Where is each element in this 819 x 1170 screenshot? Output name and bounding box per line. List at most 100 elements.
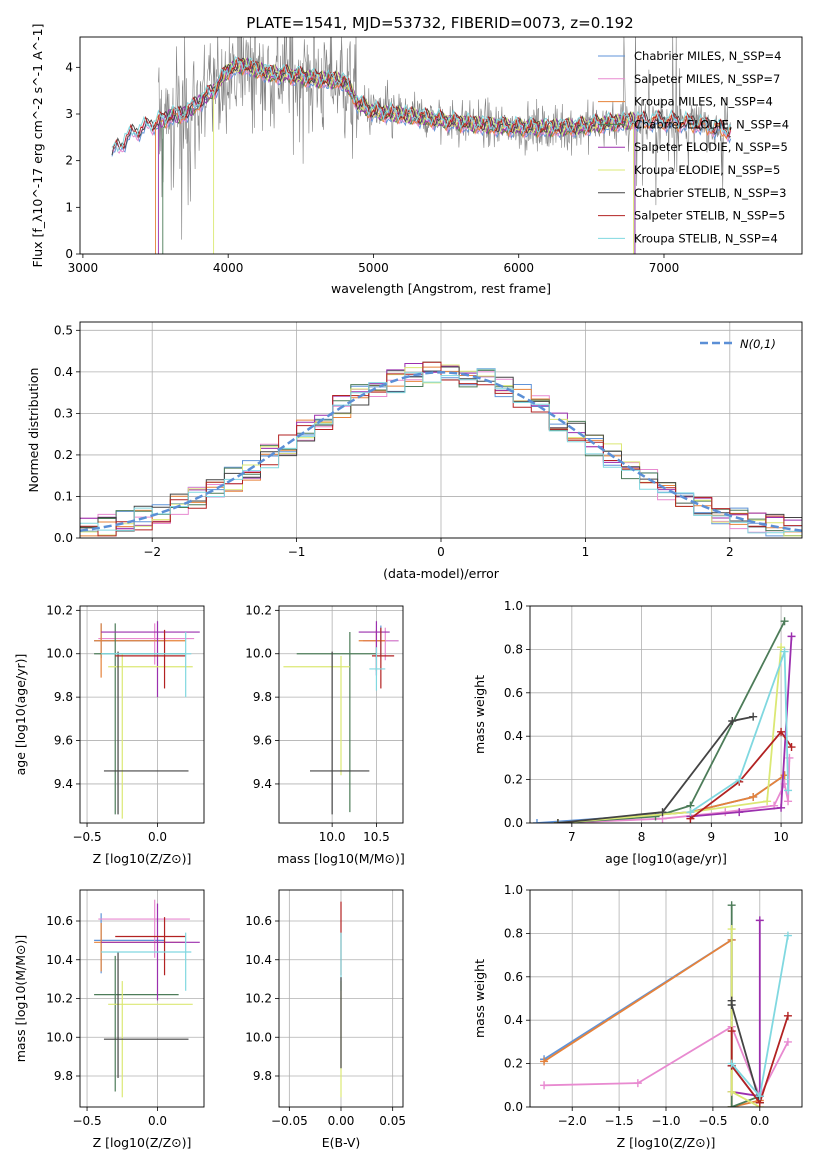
y-tick-label: 2 xyxy=(65,154,73,168)
mass-weight-marker xyxy=(780,617,789,626)
mass-weight-line xyxy=(690,636,793,818)
x-axis-label: (data-model)/error xyxy=(383,566,500,581)
y-tick-label: 0.1 xyxy=(54,489,73,503)
mass-weight-marker xyxy=(735,775,744,784)
mass-weight-marker xyxy=(727,901,736,910)
y-tick-label: 4 xyxy=(65,60,73,74)
y-tick-label: 0 xyxy=(65,247,73,261)
y-tick-label: 9.8 xyxy=(253,1069,272,1083)
model-spectrum-line xyxy=(111,56,732,153)
y-axis-label: Flux [f_λ10^-17 erg cm^-2 s^-1 A^-1] xyxy=(30,24,45,268)
spectrum-panel: 3000 4000 5000 6000 7000 0 1 2 3 4 wavelength [Ang… xyxy=(30,24,803,296)
mass-weight-marker xyxy=(755,916,764,925)
x-tick-label: 10.0 xyxy=(319,830,346,844)
y-tick-label: 10.0 xyxy=(245,647,272,661)
x-tick-label: 0.0 xyxy=(750,1114,769,1128)
mass-weight-marker xyxy=(787,632,796,641)
mass-vs-extinction-panel: −0.05 0.00 0.05 9.8 10.0 10.2 10.4 10.6 E(B-V) xyxy=(245,889,406,1150)
y-tick-label: 0.4 xyxy=(504,1013,523,1027)
x-tick-label: −0.5 xyxy=(698,1114,727,1128)
axes-frame xyxy=(79,36,803,255)
y-tick-label: 0.5 xyxy=(54,323,73,337)
figure-title: PLATE=1541, MJD=53732, FIBERID=0073, z=0… xyxy=(246,14,633,32)
mass-weight-marker xyxy=(727,925,736,934)
mass-weight-marker xyxy=(763,797,772,806)
mass-weight-line xyxy=(543,938,761,1107)
x-axis-label: age [log10(age/yr)] xyxy=(605,851,727,866)
model-spectrum-line xyxy=(155,58,732,254)
y-axis-label: mass weight xyxy=(472,959,487,1038)
x-axis-label: mass [log10(M/M⊙)] xyxy=(277,851,405,866)
y-tick-label: 1.0 xyxy=(504,599,523,613)
y-tick-label: 0.8 xyxy=(504,642,523,656)
x-tick-label: 0.0 xyxy=(148,1114,167,1128)
mass-weight-marker xyxy=(728,717,737,726)
x-tick-label: −0.5 xyxy=(72,830,101,844)
x-tick-label: −2 xyxy=(143,545,161,559)
y-tick-label: 10.0 xyxy=(245,1030,272,1044)
y-tick-label: 9.8 xyxy=(253,690,272,704)
x-tick-label: 7 xyxy=(568,830,576,844)
x-axis-label: Z [log10(Z/Z⊙)] xyxy=(93,1135,192,1150)
y-tick-label: 9.8 xyxy=(54,690,73,704)
x-tick-label: 1 xyxy=(582,545,590,559)
mass-weight-marker xyxy=(553,819,562,823)
x-tick-label: 2 xyxy=(726,545,734,559)
mass-weight-line xyxy=(543,938,761,1104)
legend-label: Salpeter MILES, N_SSP=7 xyxy=(634,72,780,86)
y-tick-label: 10.2 xyxy=(245,603,272,617)
mass-weight-marker xyxy=(727,1059,736,1068)
axes-frame xyxy=(79,321,803,539)
y-tick-label: 10.0 xyxy=(46,1030,73,1044)
x-tick-label: −1 xyxy=(288,545,306,559)
gaussian-curve xyxy=(79,371,803,532)
x-tick-label: 5000 xyxy=(358,261,389,275)
mass-weight-marker xyxy=(727,1027,736,1036)
x-tick-label: 0 xyxy=(437,545,445,559)
mass-weight-marker xyxy=(686,808,695,817)
x-tick-label: −2.0 xyxy=(558,1114,587,1128)
x-axis-label: wavelength [Angstrom, rest frame] xyxy=(331,281,551,296)
axes-frame xyxy=(278,605,404,824)
mass-weight-marker xyxy=(783,1011,792,1020)
model-spectrum-line xyxy=(213,57,634,254)
y-tick-label: 10.4 xyxy=(46,953,73,967)
legend-label: Chabrier STELIB, N_SSP=3 xyxy=(634,186,786,200)
model-spectrum-line xyxy=(162,57,636,254)
y-tick-label: 0.0 xyxy=(504,816,523,830)
legend-label: Chabrier ELODIE, N_SSP=4 xyxy=(634,117,789,131)
y-tick-label: 3 xyxy=(65,107,73,121)
y-tick-label: 10.4 xyxy=(245,953,272,967)
legend-label: Kroupa MILES, N_SSP=4 xyxy=(634,95,773,109)
axes-frame xyxy=(278,889,404,1108)
x-tick-label: 8 xyxy=(638,830,646,844)
legend-label: Salpeter STELIB, N_SSP=5 xyxy=(634,209,785,223)
y-tick-label: 0.6 xyxy=(504,970,523,984)
x-tick-label: 10 xyxy=(773,830,788,844)
mass-weight-marker xyxy=(780,647,789,656)
legend-label: Chabrier MILES, N_SSP=4 xyxy=(634,49,781,63)
mass-weight-marker xyxy=(749,792,758,801)
residuals-panel: −2 −1 0 1 2 0.0 0.1 0.2 0.3 0.4 0.5 (data-model)/er… xyxy=(26,321,803,581)
y-tick-label: 10.2 xyxy=(46,992,73,1006)
mass-weight-line xyxy=(557,715,754,823)
mass-weight-marker xyxy=(777,803,786,812)
y-tick-label: 0.8 xyxy=(504,926,523,940)
y-tick-label: 0.2 xyxy=(504,1057,523,1071)
mass-weight-marker xyxy=(540,1057,549,1066)
y-tick-label: 9.4 xyxy=(253,777,272,791)
mass-weight-marker xyxy=(727,1103,736,1107)
axes-frame xyxy=(79,889,205,1108)
mass-weight-marker xyxy=(658,808,667,817)
x-tick-label: 10.5 xyxy=(363,830,390,844)
mass-weight-marker xyxy=(532,819,541,823)
x-tick-label: 6000 xyxy=(503,261,534,275)
y-axis-label: mass [log10(M/M⊙)] xyxy=(13,935,28,1063)
y-tick-label: 1.0 xyxy=(504,883,523,897)
y-tick-label: 10.6 xyxy=(245,914,272,928)
mass-weight-marker xyxy=(777,727,786,736)
x-tick-label: 0.05 xyxy=(379,1114,406,1128)
x-tick-label: −0.05 xyxy=(271,1114,308,1128)
axes-frame xyxy=(529,605,803,824)
mass-weight-line xyxy=(557,774,786,823)
